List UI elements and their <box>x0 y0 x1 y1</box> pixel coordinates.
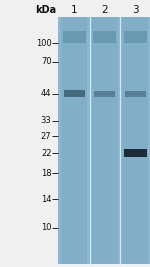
Text: 14: 14 <box>41 195 51 204</box>
Bar <box>58 17 150 264</box>
Text: 18: 18 <box>41 169 51 178</box>
Text: 2: 2 <box>102 5 108 15</box>
Bar <box>125 91 146 97</box>
Bar <box>124 149 147 157</box>
Bar <box>63 31 86 43</box>
Text: kDa: kDa <box>35 5 56 15</box>
Text: 3: 3 <box>132 5 139 15</box>
Bar <box>93 31 116 43</box>
Bar <box>124 31 147 43</box>
Bar <box>64 91 85 97</box>
Text: 10: 10 <box>41 223 51 232</box>
Text: 1: 1 <box>71 5 78 15</box>
Text: 100: 100 <box>36 39 51 48</box>
Bar <box>92 17 118 264</box>
Bar <box>94 91 115 97</box>
Text: 27: 27 <box>41 132 51 141</box>
Text: 22: 22 <box>41 149 51 158</box>
Bar <box>61 17 87 264</box>
Text: 70: 70 <box>41 57 51 66</box>
Text: 33: 33 <box>41 116 51 125</box>
Text: 44: 44 <box>41 89 51 99</box>
Bar <box>122 17 148 264</box>
